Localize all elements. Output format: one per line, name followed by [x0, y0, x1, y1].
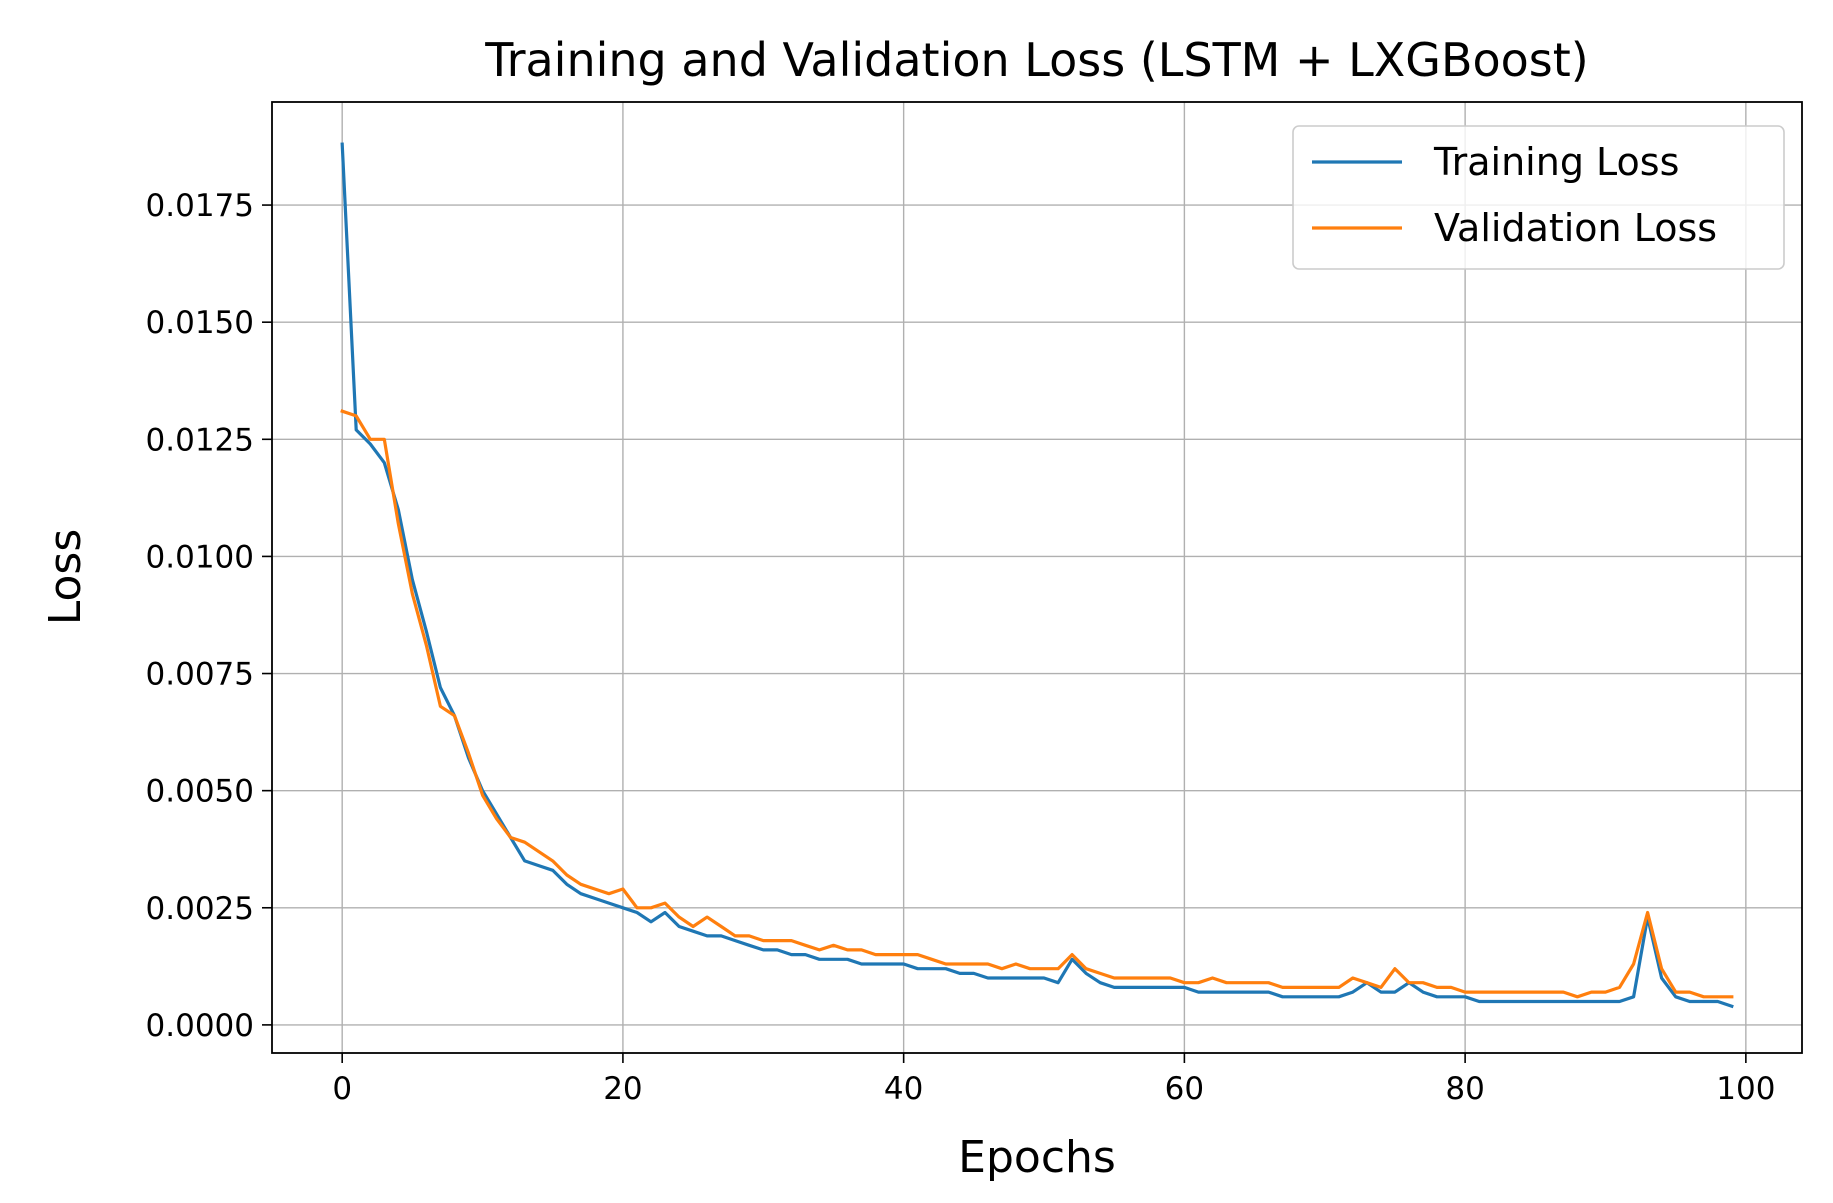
validation-loss-line: [340, 409, 1734, 999]
x-tick-label: 40: [884, 1071, 923, 1107]
y-tick-label: 0.0125: [146, 422, 254, 458]
x-tick-label: 0: [332, 1071, 352, 1107]
chart-title: Training and Validation Loss (LSTM + LXG…: [484, 33, 1589, 87]
x-tick-label: 100: [1716, 1071, 1775, 1107]
plot-frame: [271, 101, 1803, 1054]
y-tick-label: 0.0150: [146, 305, 254, 341]
legend-label-validation: Validation Loss: [1434, 206, 1717, 250]
legend-box: [1292, 125, 1785, 270]
y-tick-label: 0.0175: [146, 188, 254, 224]
grid: [272, 102, 1802, 1053]
x-axis-title: Epochs: [958, 1132, 1116, 1183]
x-tick-label: 20: [603, 1071, 642, 1107]
y-tick-label: 0.0025: [146, 891, 254, 927]
series-lines: [340, 142, 1734, 1009]
y-tick-label: 0.0100: [146, 539, 254, 575]
legend: Training Loss Validation Loss: [1292, 125, 1785, 270]
x-tick-label: 80: [1445, 1071, 1484, 1107]
y-tick-label: 0.0050: [146, 774, 254, 810]
training-loss-line: [340, 142, 1734, 1009]
axis-ticks: 0 20 40 60 80 100 0.0000 0.0025 0.0050 0.0075 0.01…: [146, 188, 1776, 1107]
legend-label-training: Training Loss: [1433, 140, 1679, 184]
y-axis-title: Loss: [40, 529, 91, 626]
y-tick-label: 0.0000: [146, 1008, 254, 1044]
y-tick-label: 0.0075: [146, 657, 254, 693]
x-tick-label: 60: [1165, 1071, 1204, 1107]
